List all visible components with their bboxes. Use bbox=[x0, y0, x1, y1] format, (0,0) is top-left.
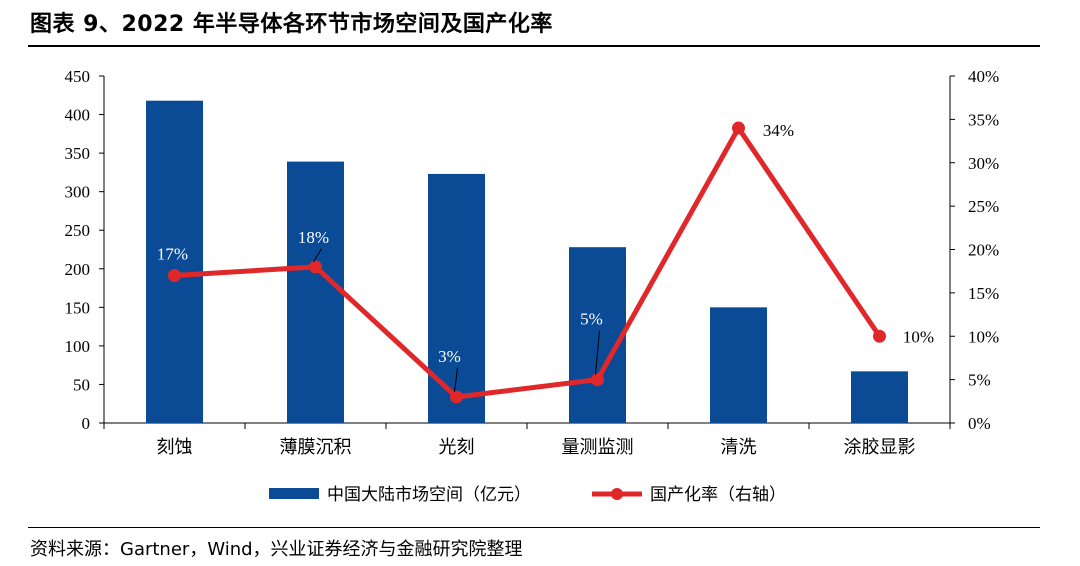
line-point bbox=[309, 260, 322, 274]
legend-label-line: 国产化率（右轴） bbox=[650, 485, 786, 505]
y-left-tick-label: 300 bbox=[65, 183, 91, 202]
x-category-label: 薄膜沉积 bbox=[280, 437, 352, 458]
label-leader bbox=[313, 248, 322, 263]
legend-label-bar: 中国大陆市场空间（亿元） bbox=[327, 485, 531, 505]
legend-swatch-point bbox=[611, 488, 623, 500]
line-data-label: 5% bbox=[580, 310, 603, 329]
y-right-tick-label: 20% bbox=[968, 241, 999, 260]
y-right-tick-label: 30% bbox=[968, 154, 999, 173]
y-left-tick-label: 150 bbox=[65, 298, 91, 317]
y-right-tick-label: 0% bbox=[968, 414, 991, 433]
line-point bbox=[873, 329, 886, 343]
top-rule bbox=[28, 45, 1040, 47]
y-right-tick-label: 25% bbox=[968, 197, 999, 216]
line-point bbox=[732, 121, 745, 135]
bar bbox=[851, 371, 908, 423]
bar bbox=[146, 100, 203, 424]
label-leader bbox=[454, 367, 458, 393]
y-right-tick-label: 10% bbox=[968, 327, 999, 346]
y-right-tick-label: 15% bbox=[968, 284, 999, 303]
y-left-tick-label: 350 bbox=[65, 144, 91, 163]
figure-title: 图表 9、2022 年半导体各环节市场空间及国产化率 bbox=[30, 12, 553, 37]
line-data-label: 3% bbox=[438, 347, 461, 366]
y-left-tick-label: 450 bbox=[65, 67, 91, 86]
y-left-tick-label: 250 bbox=[65, 221, 91, 240]
line-data-label: 18% bbox=[298, 228, 329, 247]
legend: 中国大陆市场空间（亿元） 国产化率（右轴） bbox=[269, 485, 786, 505]
data-labels: 17% 18% 3% 5% 34% 10% bbox=[157, 121, 934, 393]
y-left-tick-label: 50 bbox=[73, 375, 90, 394]
y-right-tick-label: 40% bbox=[968, 67, 999, 86]
bottom-rule bbox=[28, 527, 1040, 528]
bar bbox=[287, 161, 344, 424]
bar bbox=[710, 307, 767, 423]
line-path bbox=[174, 125, 882, 400]
y-left-tick-label: 400 bbox=[65, 106, 91, 125]
line-data-label: 17% bbox=[157, 245, 188, 264]
line-point bbox=[591, 373, 604, 387]
x-category-label: 涂胶显影 bbox=[844, 437, 916, 458]
y-left-tick-label: 100 bbox=[65, 337, 91, 356]
legend-swatch-bar bbox=[269, 488, 319, 499]
x-category-label: 清洗 bbox=[721, 437, 757, 458]
bar bbox=[569, 247, 626, 423]
y-right-tick-label: 5% bbox=[968, 371, 991, 390]
x-category-label: 光刻 bbox=[439, 437, 475, 458]
line-point bbox=[450, 390, 463, 404]
y-left-tick-label: 200 bbox=[65, 260, 91, 279]
line-data-label: 34% bbox=[763, 121, 794, 140]
label-leader bbox=[595, 330, 600, 375]
y-right-tick-label: 35% bbox=[968, 110, 999, 129]
x-category-label: 量测监测 bbox=[562, 437, 634, 458]
x-category-label: 刻蚀 bbox=[157, 437, 193, 458]
chart-axes: 0 50 100 150 200 250 300 350 400 450 0% 5% 10% 15% 20%… bbox=[65, 67, 1000, 458]
line-series bbox=[168, 121, 886, 404]
bar bbox=[428, 173, 485, 423]
bar-series bbox=[146, 100, 908, 424]
line-point bbox=[168, 269, 181, 283]
y-left-tick-label: 0 bbox=[82, 414, 91, 433]
source-note: 资料来源：Gartner，Wind，兴业证券经济与金融研究院整理 bbox=[30, 539, 523, 560]
line-data-label: 10% bbox=[903, 327, 934, 346]
